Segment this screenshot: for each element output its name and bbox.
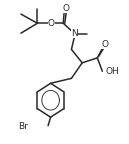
Text: Br: Br [18,122,28,131]
Text: O: O [101,40,108,49]
Text: OH: OH [106,68,120,76]
Text: N: N [71,29,78,38]
Text: O: O [48,19,55,28]
Text: O: O [62,3,69,13]
